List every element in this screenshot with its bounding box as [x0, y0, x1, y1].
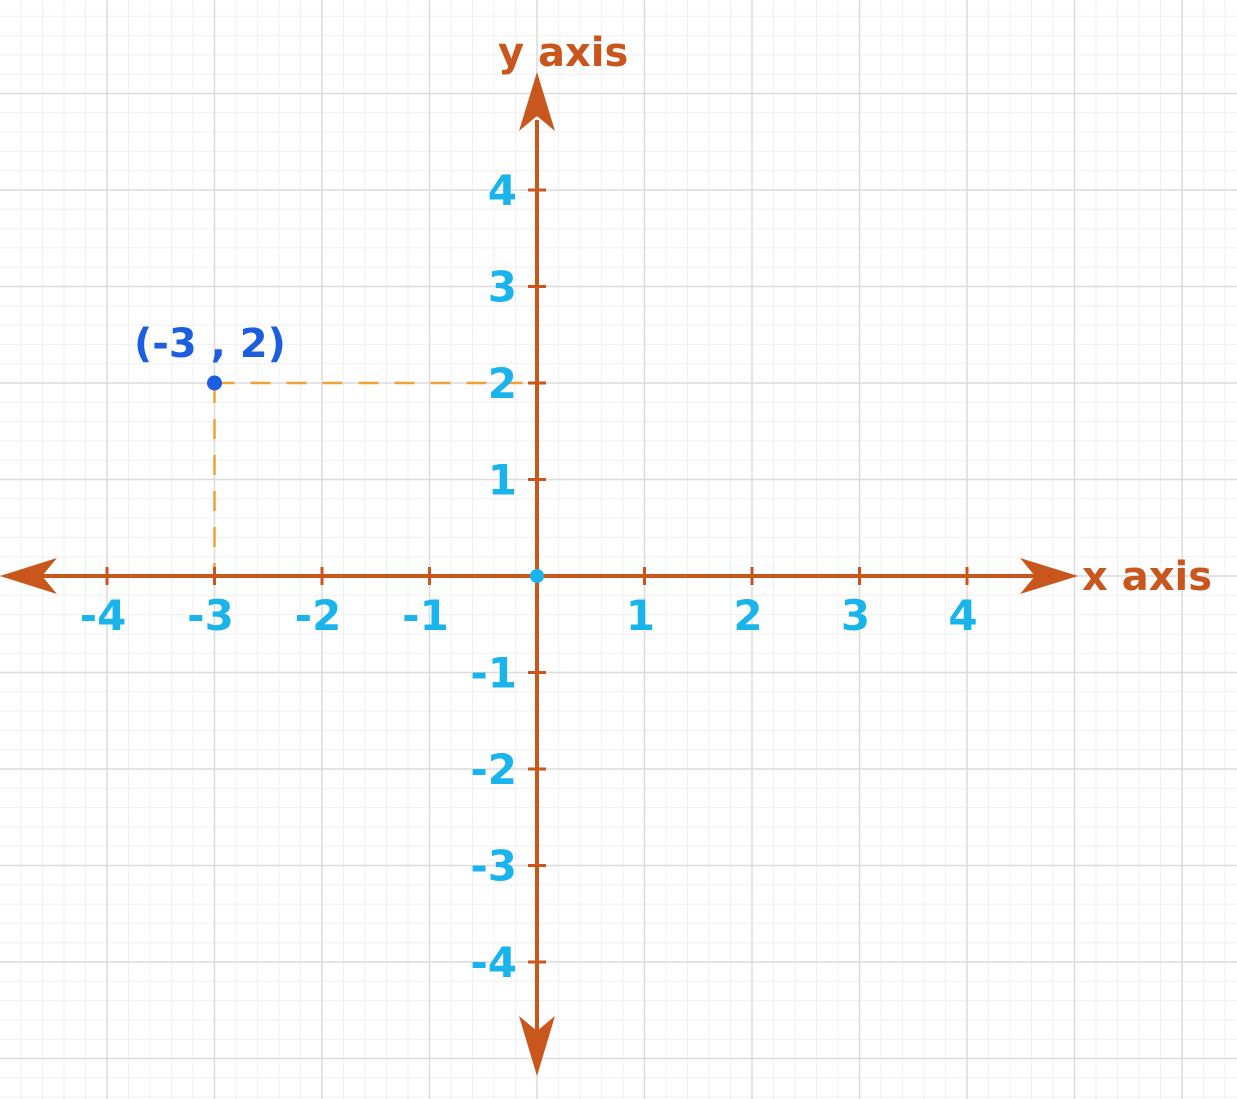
x-axis-arrow-left — [0, 558, 57, 594]
x-axis-title: x axis — [1082, 554, 1212, 600]
y-tick-label: -1 — [470, 649, 517, 698]
y-tick-label: -3 — [470, 842, 517, 891]
y-tick-label: 4 — [488, 166, 517, 215]
origin-point — [530, 569, 544, 583]
y-tick-label: 2 — [488, 359, 517, 408]
coordinate-guide-lines — [213, 381, 537, 576]
x-tick-label: 3 — [841, 591, 870, 640]
y-tick-label: 1 — [488, 456, 517, 505]
y-tick-label: -2 — [470, 745, 517, 794]
tick-marks — [105, 188, 969, 964]
markers — [207, 375, 544, 583]
data-point — [207, 375, 222, 391]
y-tick-label: 3 — [488, 263, 517, 312]
tick-labels: -4 -3 -2 -1 1 2 3 4 4 3 2 1 -1 -2 -3 -4 — [80, 166, 978, 987]
x-tick-label: -4 — [80, 591, 127, 640]
x-tick-label: -1 — [402, 591, 449, 640]
y-axis-title: y axis — [498, 30, 628, 76]
x-tick-label: -2 — [295, 591, 342, 640]
x-tick-label: 4 — [948, 591, 977, 640]
y-axis-arrow-up — [519, 72, 555, 131]
y-axis-arrow-down — [519, 1016, 555, 1076]
x-tick-label: -3 — [187, 591, 234, 640]
x-tick-label: 2 — [733, 591, 762, 640]
x-axis-arrow-right — [1020, 558, 1078, 594]
point-label: (-3 , 2) — [134, 321, 286, 367]
x-tick-label: 1 — [626, 591, 655, 640]
y-tick-label: -4 — [470, 938, 517, 987]
